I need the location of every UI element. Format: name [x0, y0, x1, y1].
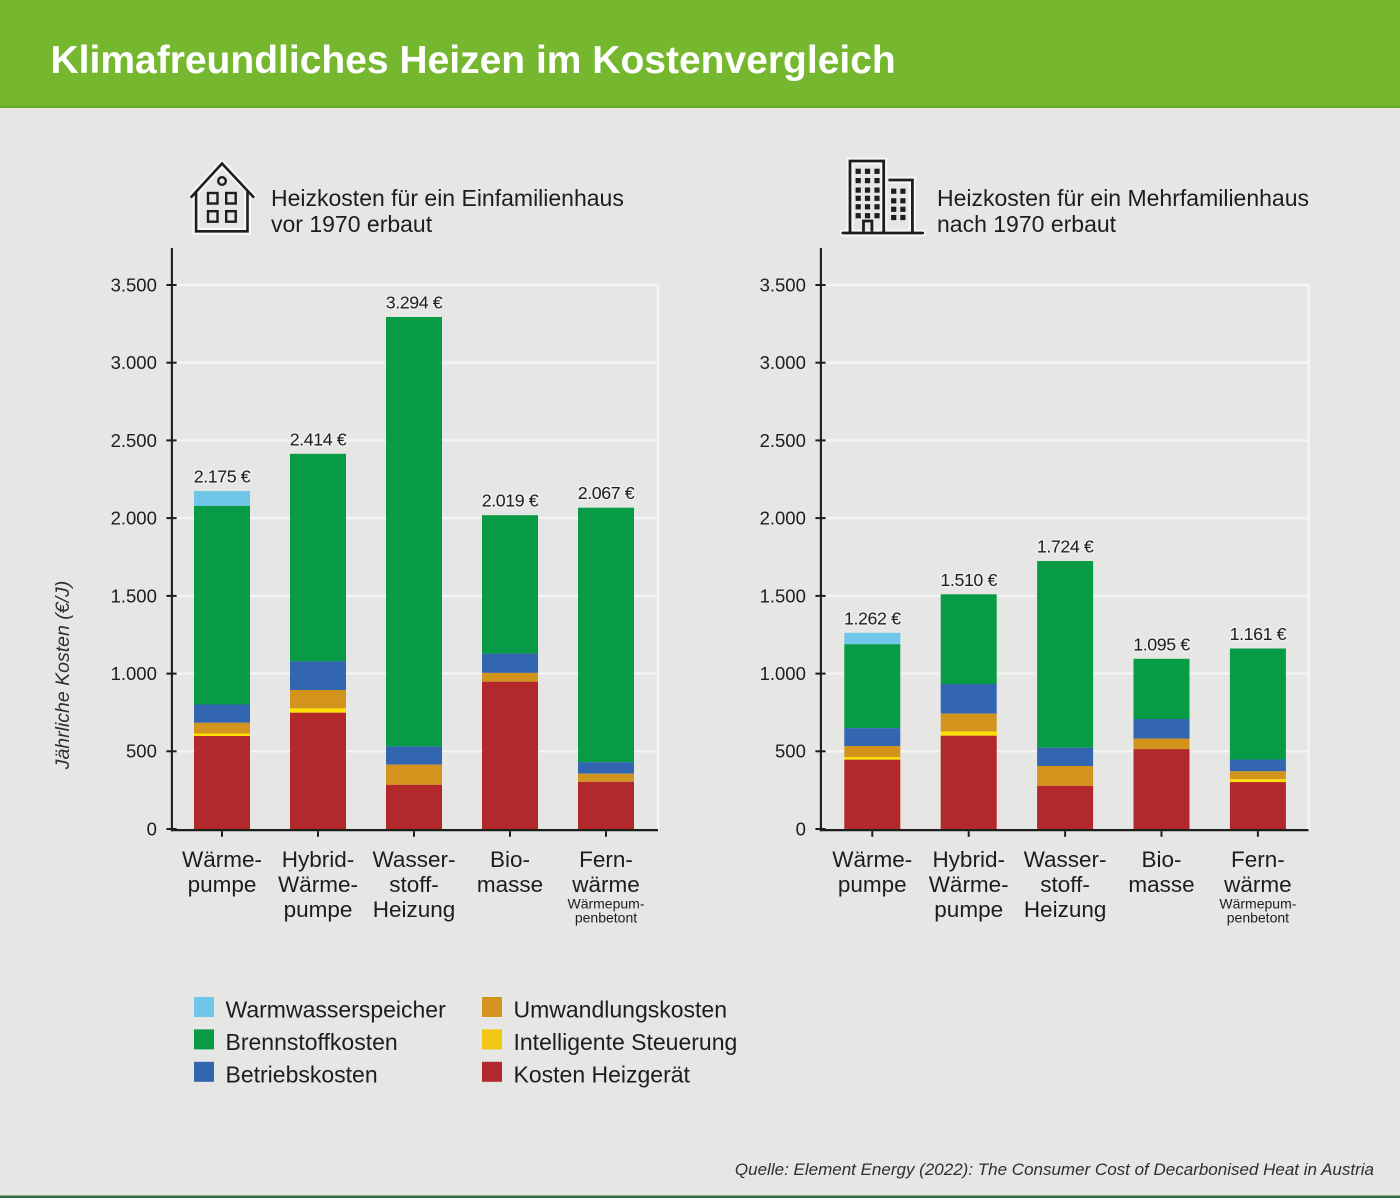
- svg-text:Wärme-: Wärme-: [832, 847, 912, 872]
- svg-text:masse: masse: [1128, 872, 1194, 897]
- svg-text:Hybrid-: Hybrid-: [932, 847, 1005, 872]
- svg-text:Warmwasserspeicher: Warmwasserspeicher: [226, 997, 447, 1023]
- svg-text:2.500: 2.500: [111, 430, 157, 451]
- svg-text:0: 0: [147, 818, 157, 839]
- svg-text:Betriebskosten: Betriebskosten: [226, 1061, 378, 1087]
- svg-text:pumpe: pumpe: [188, 872, 257, 897]
- svg-text:1.724 €: 1.724 €: [1037, 537, 1094, 557]
- svg-text:Wärme-: Wärme-: [182, 847, 262, 872]
- svg-text:pumpe: pumpe: [934, 897, 1003, 922]
- svg-text:2.067 €: 2.067 €: [578, 483, 635, 503]
- svg-text:Heizkosten für ein Einfamilien: Heizkosten für ein Einfamilienhaus: [271, 185, 624, 211]
- svg-text:Wärmepum-: Wärmepum-: [1219, 896, 1296, 912]
- svg-text:vor 1970 erbaut: vor 1970 erbaut: [271, 211, 433, 237]
- svg-text:masse: masse: [477, 872, 543, 897]
- svg-text:Bio-: Bio-: [490, 847, 530, 872]
- svg-text:Intelligente Steuerung: Intelligente Steuerung: [514, 1029, 738, 1055]
- svg-text:3.500: 3.500: [760, 274, 806, 295]
- svg-text:0: 0: [796, 818, 806, 839]
- svg-text:1.500: 1.500: [760, 585, 806, 606]
- svg-text:Umwandlungskosten: Umwandlungskosten: [514, 997, 728, 1023]
- svg-text:Brennstoffkosten: Brennstoffkosten: [226, 1029, 398, 1055]
- svg-text:3.000: 3.000: [760, 352, 806, 373]
- svg-text:1.095 €: 1.095 €: [1133, 634, 1190, 654]
- svg-text:3.500: 3.500: [111, 274, 157, 295]
- svg-text:Kosten Heizgerät: Kosten Heizgerät: [514, 1061, 691, 1087]
- svg-text:wärme: wärme: [571, 872, 640, 897]
- svg-text:Fern-: Fern-: [1231, 847, 1285, 872]
- svg-text:Wärmepum-: Wärmepum-: [567, 896, 644, 912]
- svg-text:stoff-: stoff-: [389, 872, 439, 897]
- svg-text:Jährliche Kosten (€/J): Jährliche Kosten (€/J): [52, 581, 74, 771]
- svg-text:Klimafreundliches Heizen im Ko: Klimafreundliches Heizen im Kostenvergle…: [51, 39, 896, 82]
- svg-text:penbetont: penbetont: [575, 910, 637, 926]
- svg-text:Heizkosten für ein Mehrfamilie: Heizkosten für ein Mehrfamilienhaus: [937, 185, 1309, 211]
- svg-text:pumpe: pumpe: [838, 872, 907, 897]
- svg-text:3.000: 3.000: [111, 352, 157, 373]
- svg-text:2.500: 2.500: [760, 430, 806, 451]
- svg-text:Heizung: Heizung: [373, 897, 456, 922]
- svg-text:Wasser-: Wasser-: [1024, 847, 1107, 872]
- svg-text:Hybrid-: Hybrid-: [282, 847, 355, 872]
- svg-text:pumpe: pumpe: [284, 897, 353, 922]
- svg-text:Heizung: Heizung: [1024, 897, 1107, 922]
- svg-text:2.175 €: 2.175 €: [194, 467, 251, 487]
- svg-text:500: 500: [775, 741, 806, 762]
- svg-text:Fern-: Fern-: [579, 847, 633, 872]
- svg-text:Quelle: Element Energy (2022):: Quelle: Element Energy (2022): The Consu…: [735, 1160, 1374, 1179]
- svg-text:Wärme-: Wärme-: [929, 872, 1009, 897]
- svg-text:2.019 €: 2.019 €: [482, 491, 539, 511]
- svg-text:nach 1970 erbaut: nach 1970 erbaut: [937, 211, 1117, 237]
- svg-text:3.294 €: 3.294 €: [386, 293, 443, 313]
- svg-text:2.000: 2.000: [111, 508, 157, 529]
- svg-text:1.161 €: 1.161 €: [1230, 624, 1287, 644]
- svg-text:Wärme-: Wärme-: [278, 872, 358, 897]
- svg-text:stoff-: stoff-: [1040, 872, 1090, 897]
- svg-text:penbetont: penbetont: [1227, 910, 1289, 926]
- svg-text:2.414 €: 2.414 €: [290, 429, 347, 449]
- svg-text:500: 500: [126, 741, 157, 762]
- svg-text:1.500: 1.500: [111, 585, 157, 606]
- svg-text:1.510 €: 1.510 €: [940, 570, 997, 590]
- svg-text:2.000: 2.000: [760, 508, 806, 529]
- svg-text:wärme: wärme: [1223, 872, 1292, 897]
- svg-text:Wasser-: Wasser-: [373, 847, 456, 872]
- svg-text:Bio-: Bio-: [1141, 847, 1181, 872]
- svg-text:1.000: 1.000: [111, 663, 157, 684]
- svg-text:1.000: 1.000: [760, 663, 806, 684]
- svg-text:1.262 €: 1.262 €: [844, 608, 901, 628]
